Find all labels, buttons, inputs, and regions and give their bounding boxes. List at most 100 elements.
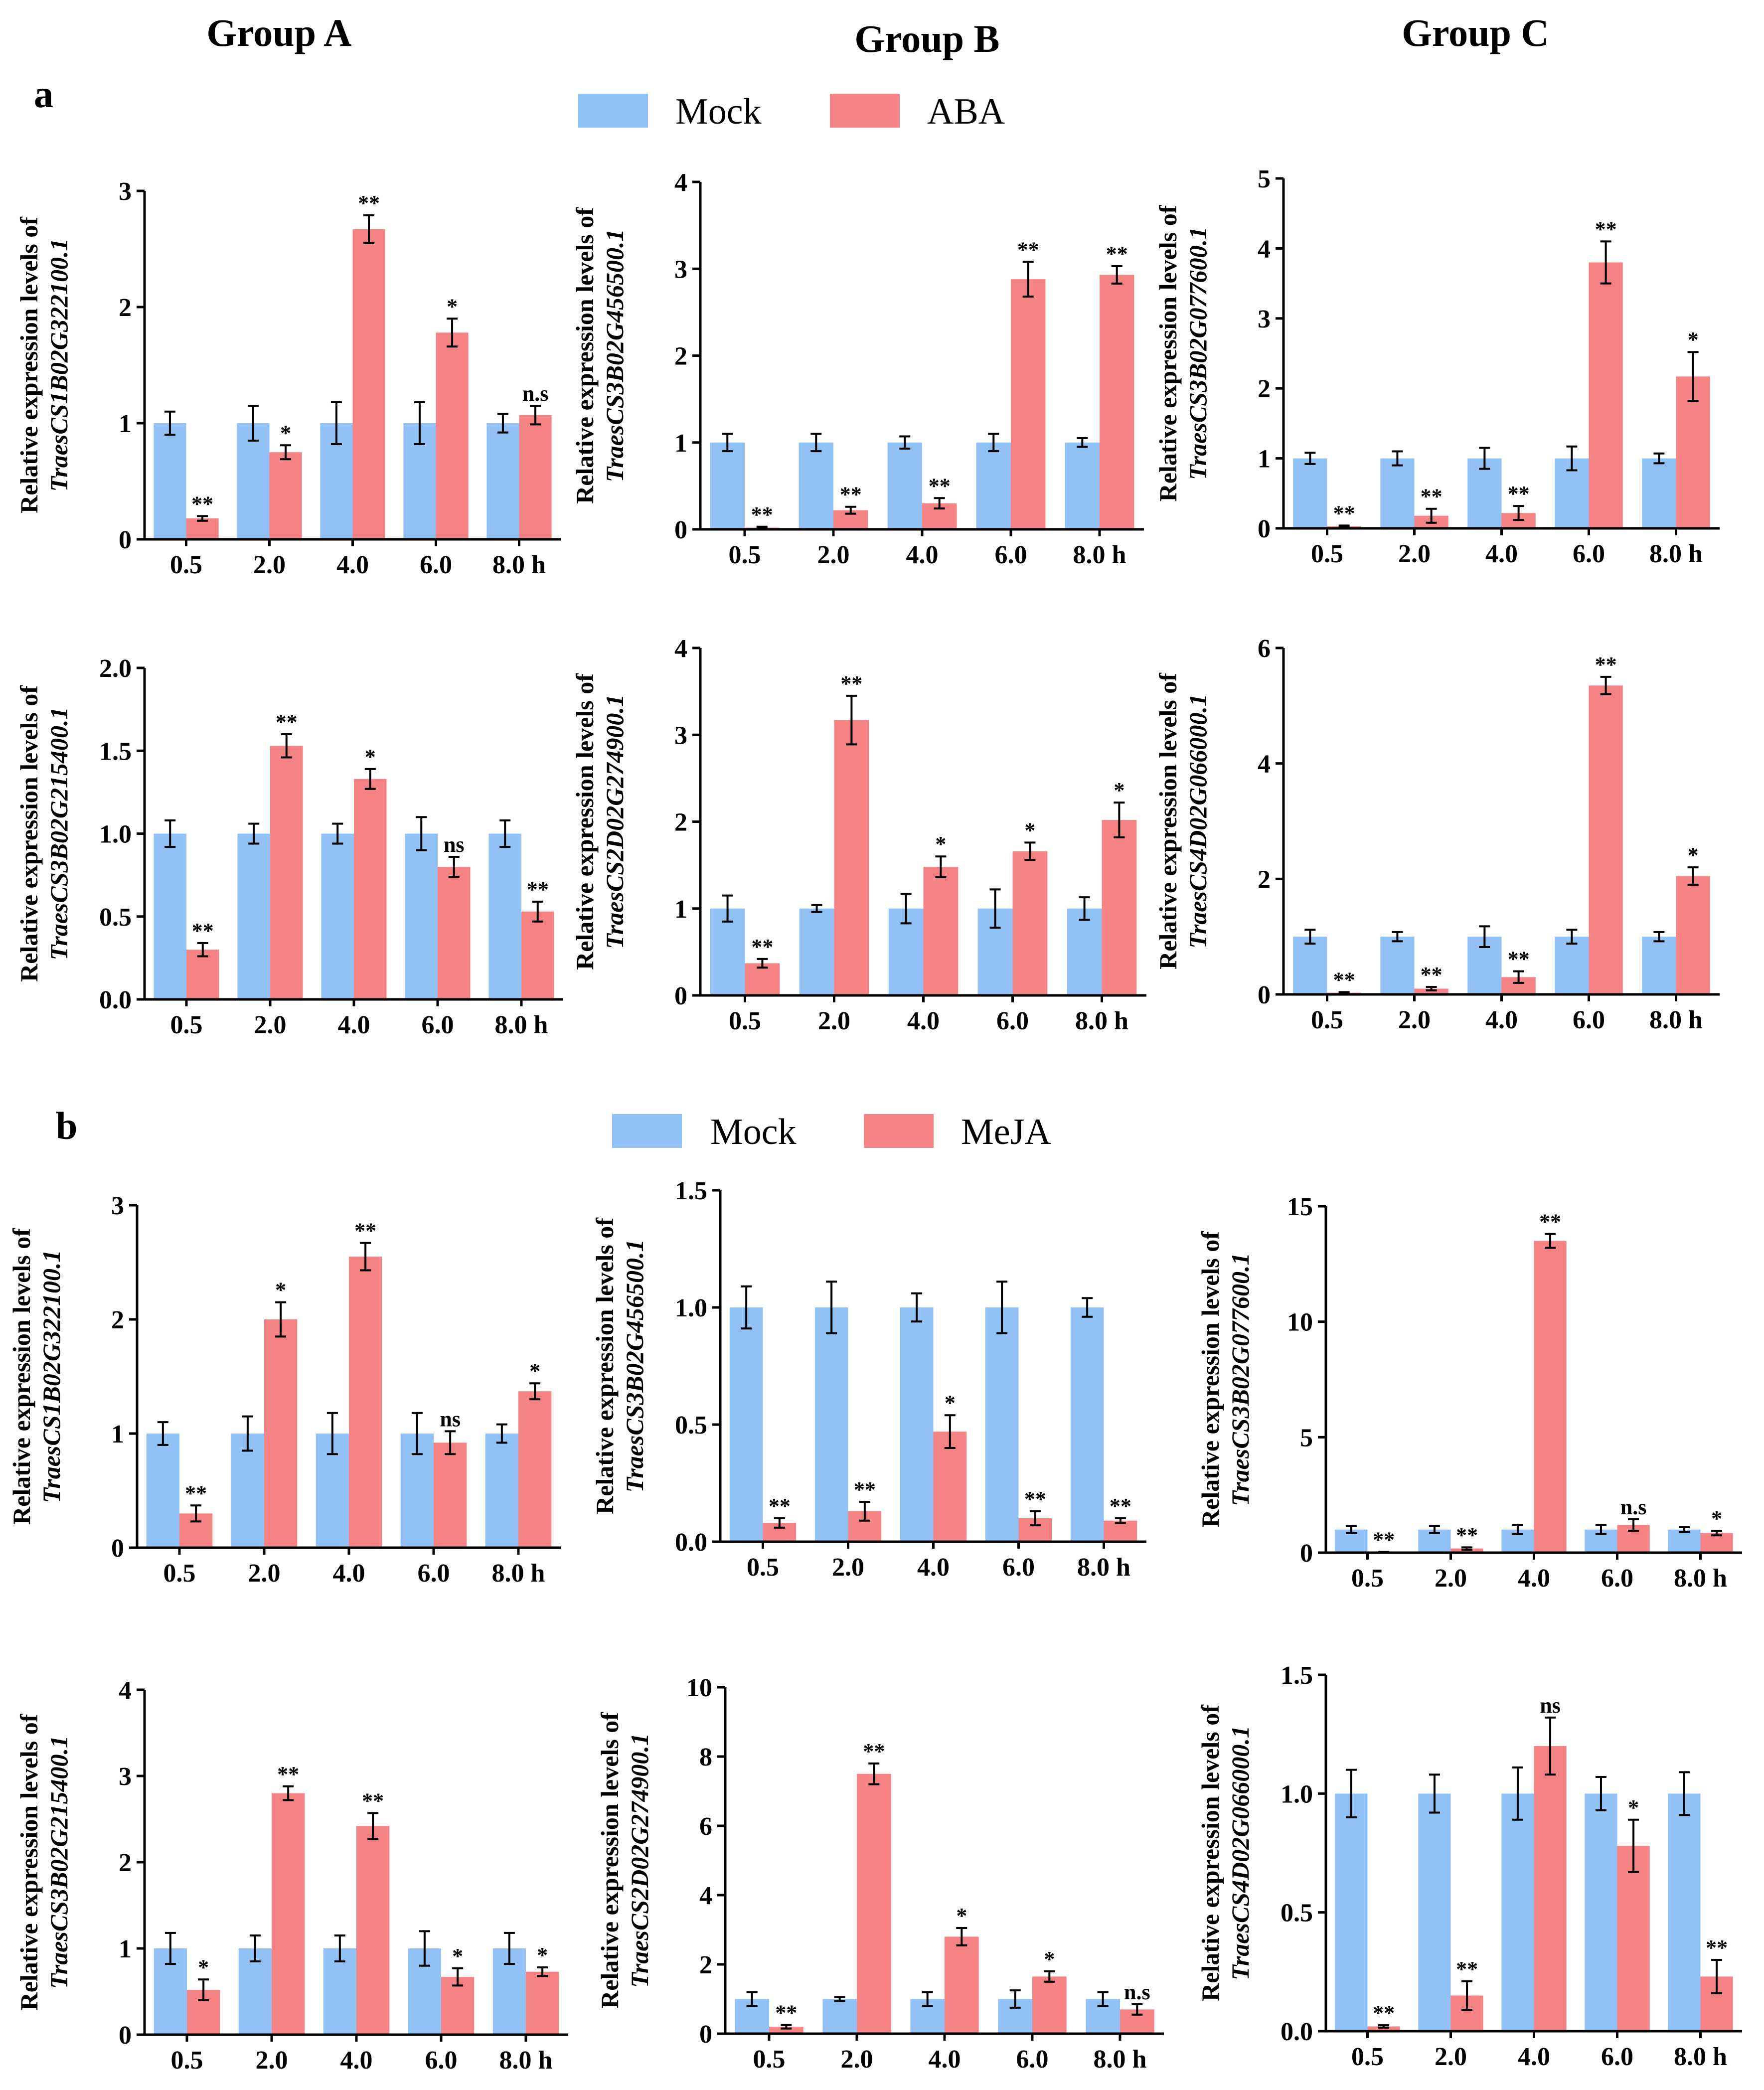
error-bar-mock-0-5 (741, 1285, 752, 1330)
y-tick-label: 4 (674, 168, 687, 197)
x-tick-label: 2.0 (254, 1011, 287, 1039)
error-bar-aba-6-0 (1024, 841, 1036, 861)
significance-label: ** (863, 1739, 885, 1764)
y-axis-gene-label: TraesCS1B02G322100.1 (37, 1250, 65, 1503)
x-tick-label: 8.0 h (1649, 540, 1703, 568)
error-bar-mock-4-0 (330, 401, 342, 445)
y-tick-label: 0.5 (99, 903, 132, 932)
x-tick-label: 0.5 (753, 2045, 786, 2074)
y-tick-label: 2 (699, 1951, 712, 1979)
x-tick-label: 2.0 (1398, 540, 1431, 568)
bar-mock-0-5 (1293, 937, 1327, 994)
y-tick-label: 1.5 (99, 737, 132, 766)
error-bar-meja-2-0 (275, 1301, 287, 1338)
x-tick-label: 8.0 h (1674, 1564, 1727, 1593)
x-tick-label: 2.0 (832, 1553, 864, 1582)
error-bar-mock-2-0 (1429, 1525, 1440, 1534)
error-bar-mock-8-0-h (1079, 896, 1090, 921)
error-bar-mock-2-0 (834, 1996, 845, 2002)
error-bar-mock-0-5 (746, 1991, 758, 2007)
x-tick-label: 8.0 h (1094, 2045, 1147, 2074)
x-tick-label: 2.0 (253, 551, 286, 579)
error-bar-aba-8-0-h (530, 405, 541, 426)
y-tick-label: 2 (674, 808, 687, 837)
error-bar-meja-8-0-h (1711, 1529, 1723, 1537)
y-tick-label: 1.5 (675, 1177, 707, 1205)
significance-label: ** (1456, 1957, 1478, 1981)
significance-label: ** (1508, 482, 1530, 506)
bar-mock-8-0-h (488, 833, 521, 999)
significance-label: ** (362, 1788, 384, 1813)
x-tick-label: 8.0 h (492, 1559, 545, 1588)
error-bar-mock-2-0 (1392, 450, 1403, 467)
error-bar-aba-0-5 (757, 958, 768, 969)
significance-label: ** (358, 191, 380, 215)
error-bar-mock-2-0 (826, 1281, 837, 1334)
error-bar-mock-4-0 (1479, 447, 1490, 470)
y-axis-gene-label: TraesCS2D02G274900.1 (626, 1733, 653, 1988)
x-tick-label: 0.5 (1351, 2043, 1384, 2071)
x-tick-label: 0.5 (163, 1559, 196, 1588)
bar-mock-0-5 (1335, 1793, 1368, 2031)
x-tick-label: 4.0 (1518, 2043, 1550, 2071)
y-axis-gene-label: TraesCS2D02G274900.1 (601, 694, 629, 949)
significance-label: ** (751, 935, 773, 959)
x-tick-label: 4.0 (336, 551, 369, 579)
x-tick-label: 2.0 (1435, 2043, 1467, 2071)
y-tick-label: 2 (1258, 865, 1271, 894)
error-bar-mock-6-0 (414, 401, 425, 445)
error-bar-aba-8-0-h (1687, 351, 1699, 402)
y-tick-label: 6 (699, 1812, 712, 1841)
group-b-heading: Group B (854, 17, 999, 60)
error-bar-mock-4-0 (332, 822, 343, 845)
significance-label: * (198, 1955, 209, 1979)
y-tick-label: 4 (1258, 235, 1271, 263)
bar-meja-0-5 (1367, 2026, 1400, 2031)
significance-label: * (275, 1278, 286, 1302)
x-tick-label: 0.5 (1311, 540, 1343, 568)
y-tick-label: 0 (1258, 515, 1271, 543)
error-bar-meja-2-0 (859, 1501, 870, 1522)
y-tick-label: 0 (1258, 981, 1271, 1009)
x-tick-label: 2.0 (841, 2045, 873, 2074)
error-bar-meja-0-5 (781, 2024, 792, 2030)
bar-mock-2-0 (1418, 1793, 1451, 2031)
significance-label: * (537, 1943, 548, 1967)
x-tick-label: 6.0 (1601, 2043, 1633, 2071)
error-bar-meja-4-0 (1545, 1716, 1556, 1776)
significance-label: ** (775, 2001, 797, 2025)
bar-meja-2-0 (857, 1773, 891, 2034)
x-tick-label: 8.0 h (1649, 1006, 1703, 1034)
error-bar-mock-0-5 (1304, 929, 1316, 945)
bar-mock-0-5 (154, 833, 186, 999)
bar-mock-2-0 (799, 442, 833, 529)
error-bar-meja-0-5 (190, 1504, 202, 1523)
bar-mock-0-5 (154, 423, 186, 539)
y-tick-label: 0 (119, 2021, 132, 2050)
error-bar-meja-6-0 (1044, 1970, 1055, 1983)
x-tick-label: 0.5 (729, 1007, 761, 1035)
x-tick-label: 6.0 (1573, 1006, 1605, 1034)
significance-label: * (1688, 843, 1699, 867)
x-tick-label: 6.0 (418, 1559, 450, 1588)
significance-label: * (1044, 1947, 1055, 1971)
bar-mock-4-0 (1467, 458, 1502, 528)
y-axis-label: Relative expression levels of (571, 673, 599, 970)
x-tick-label: 6.0 (995, 541, 1027, 569)
significance-label: ** (1373, 1528, 1395, 1552)
error-bar-mock-4-0 (900, 893, 912, 925)
chart-b-traescs3b02g077600-1: ** ** ** n.s * 0 5 10 15 0.5 2.0 4.0 6.0 8.0 h Relativ… (1196, 1193, 1742, 1593)
x-tick-label: 2.0 (1398, 1006, 1431, 1034)
significance-label: ** (1421, 484, 1443, 509)
error-bar-mock-6-0 (1566, 445, 1578, 472)
error-bar-mock-6-0 (989, 888, 1001, 929)
x-tick-label: 0.5 (747, 1553, 779, 1582)
y-tick-label: 1 (111, 1420, 124, 1448)
significance-label: ** (1106, 242, 1128, 266)
significance-label: ** (1024, 1487, 1046, 1511)
x-tick-label: 4.0 (340, 2046, 373, 2075)
significance-label: n.s (1620, 1495, 1647, 1519)
bar-mock-2-0 (814, 1307, 848, 1542)
error-bar-meja-8-0-h (537, 1966, 548, 1977)
